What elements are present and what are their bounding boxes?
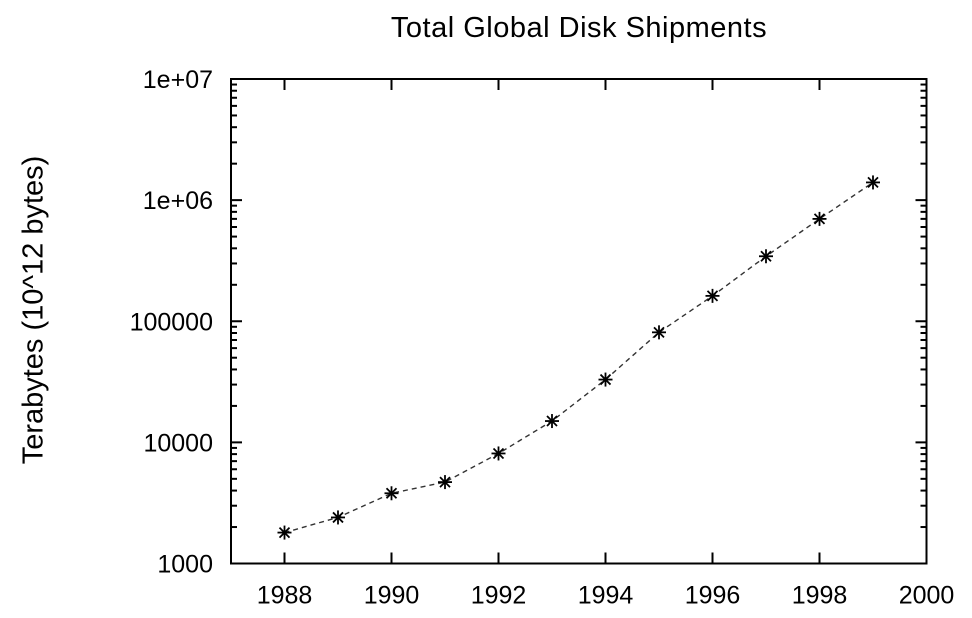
x-tick-label: 1990 bbox=[364, 582, 420, 610]
x-tick-label: 1994 bbox=[578, 582, 634, 610]
marker-stroke bbox=[653, 326, 665, 338]
marker-stroke bbox=[813, 213, 826, 225]
y-axis-label: Terabytes (10^12 bytes) bbox=[17, 155, 50, 465]
marker-stroke bbox=[278, 526, 291, 539]
x-tick-label: 1992 bbox=[471, 582, 527, 610]
data-point-marker bbox=[759, 249, 773, 264]
data-point-marker bbox=[598, 372, 613, 387]
marker-stroke bbox=[760, 250, 772, 262]
data-point-marker bbox=[652, 325, 666, 340]
plot-border bbox=[230, 78, 928, 565]
y-tick-label: 1000 bbox=[157, 551, 213, 579]
marker-stroke bbox=[546, 415, 558, 427]
x-tick-label: 1988 bbox=[257, 582, 313, 610]
data-point-marker bbox=[812, 211, 827, 226]
data-point-marker bbox=[277, 525, 292, 540]
data-point-marker bbox=[331, 510, 345, 525]
marker-stroke bbox=[867, 176, 879, 189]
marker-stroke bbox=[332, 511, 344, 524]
x-tick-label: 1996 bbox=[685, 582, 741, 610]
y-tick-label: 100000 bbox=[130, 308, 213, 336]
chart-title: Total Global Disk Shipments bbox=[390, 12, 768, 44]
marker-stroke bbox=[385, 487, 398, 499]
data-point-marker bbox=[384, 486, 399, 501]
y-tick-label: 1e+07 bbox=[143, 66, 213, 94]
data-line bbox=[284, 181, 874, 534]
data-point-marker bbox=[866, 175, 880, 190]
marker-stroke bbox=[492, 447, 505, 460]
marker-stroke bbox=[439, 476, 451, 488]
x-tick-label: 1998 bbox=[792, 582, 848, 610]
data-point-marker bbox=[545, 414, 559, 429]
data-point-marker bbox=[705, 288, 720, 303]
marker-stroke bbox=[706, 290, 719, 302]
y-tick-label: 10000 bbox=[143, 429, 213, 457]
data-point-marker bbox=[438, 475, 452, 490]
data-point-marker bbox=[491, 446, 506, 461]
x-tick-label: 2000 bbox=[899, 582, 955, 610]
y-tick-label: 1e+06 bbox=[143, 187, 213, 215]
marker-stroke bbox=[599, 373, 612, 386]
